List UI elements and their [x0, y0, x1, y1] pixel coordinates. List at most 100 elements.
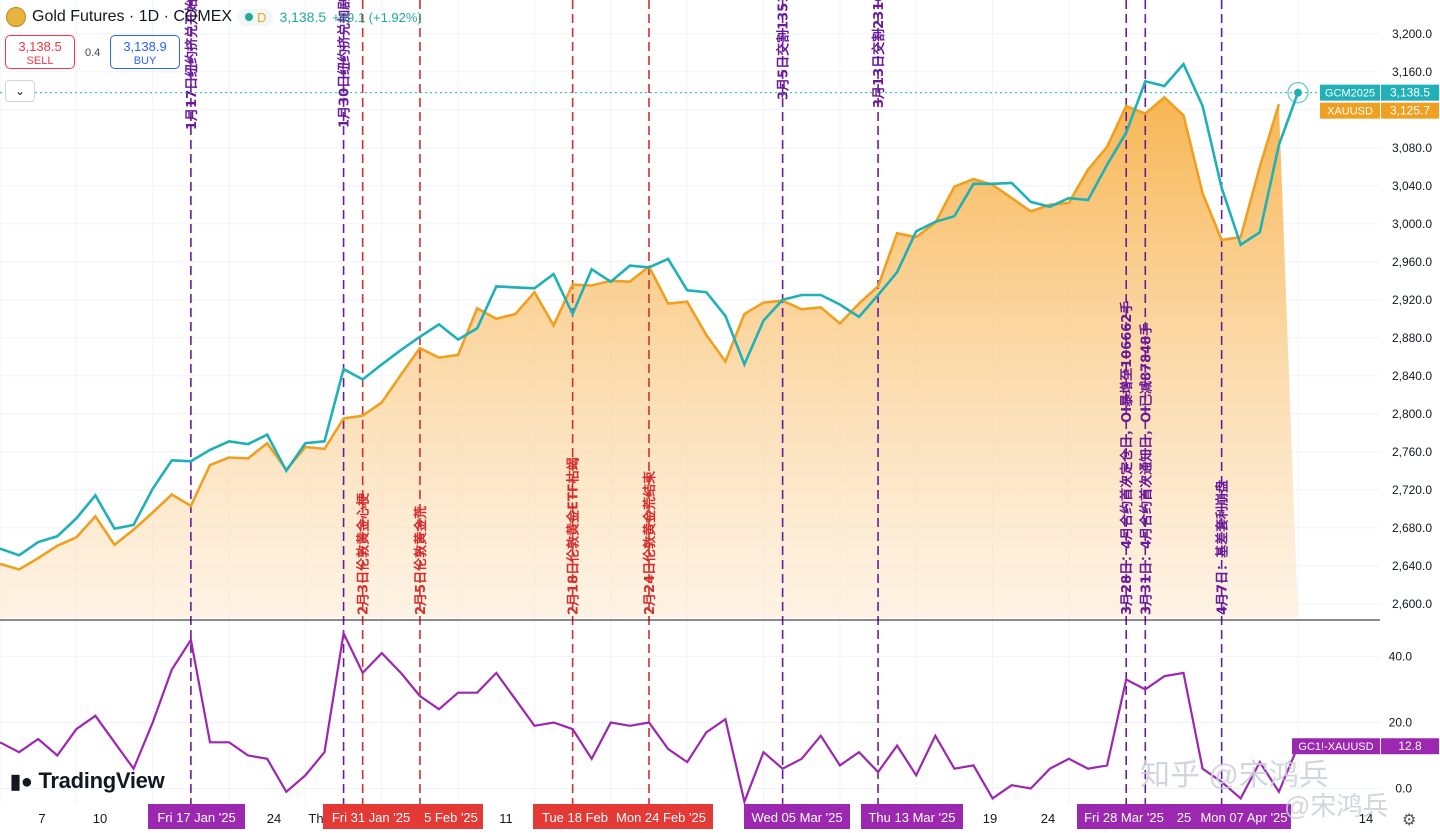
series-lines — [0, 61, 1380, 806]
x-tick-label: 14 — [1359, 811, 1373, 826]
date-badge-label: Mon 07 Apr '25 — [1200, 810, 1287, 825]
date-badge — [419, 804, 483, 829]
date-badge-label: Fri 31 Jan '25 — [332, 810, 410, 825]
date-badge — [323, 804, 419, 829]
price-tick-label: 3,000.0 — [1392, 217, 1432, 231]
series-price-tag — [1381, 102, 1439, 119]
chart-header: Gold Futures · 1D · COMEX D 3,138.5 +59.… — [6, 6, 422, 28]
date-badge — [148, 804, 245, 829]
series-name-label: GCM2025 — [1325, 88, 1375, 100]
event-label: 2月18日伦敦黄金ETF枯竭 — [566, 457, 582, 615]
series-price-tag — [1381, 738, 1439, 755]
spread-tick-label: 20.0 — [1389, 715, 1413, 729]
price-tick-label: 2,640.0 — [1392, 559, 1432, 573]
tradingview-logo[interactable]: ▮● TradingView — [10, 768, 165, 794]
xauusd-line — [0, 95, 1281, 571]
x-tick-label: 11 — [499, 811, 513, 826]
price-tick-label: 2,800.0 — [1392, 407, 1432, 421]
price-tick-label: 3,080.0 — [1392, 141, 1432, 155]
date-badge-label: 25 — [1177, 810, 1191, 825]
date-badge — [861, 804, 963, 829]
tv-mark-icon: ▮● — [10, 771, 33, 793]
series-name-tag — [1292, 738, 1380, 755]
sell-price: 3,138.5 — [18, 39, 62, 54]
price-tick-label: 2,840.0 — [1392, 369, 1432, 383]
price-tick-label: 2,600.0 — [1392, 597, 1432, 611]
price-tick-label: 3,040.0 — [1392, 179, 1432, 193]
sell-label: SELL — [26, 55, 54, 67]
gold-logo-icon — [6, 7, 26, 27]
settings-gear-icon[interactable]: ⚙ — [1402, 812, 1417, 829]
event-label: 1月30日纽约挤兑加剧 — [337, 0, 353, 128]
event-label: 2月3日伦敦黄金心梗 — [356, 492, 372, 615]
price-tick-label: 2,920.0 — [1392, 293, 1432, 307]
price-tick-label: 2,680.0 — [1392, 521, 1432, 535]
date-badge — [1171, 804, 1197, 829]
badge-label: D — [257, 9, 267, 25]
x-tick-label: Th — [308, 811, 323, 826]
date-badge-label: 5 Feb '25 — [424, 810, 478, 825]
watermark-secondary: @宋鸿兵 — [1284, 791, 1389, 821]
spread-line — [0, 629, 1300, 806]
date-badge-label: Thu 13 Mar '25 — [868, 810, 955, 825]
event-label: 1月17日纽约挤兑开始 — [184, 0, 200, 130]
x-tick-label: 19 — [983, 811, 997, 826]
spread-tick-label: 40.0 — [1389, 649, 1413, 663]
series-price-label: 3,138.5 — [1390, 86, 1430, 100]
date-badge — [1197, 804, 1291, 829]
last-price: 3,138.5 — [279, 9, 327, 25]
axis-labels: 3,200.03,160.03,120.03,080.03,040.03,000… — [38, 27, 1439, 829]
event-label: 2月5日伦敦黄金荒 — [413, 506, 429, 615]
series-name-tag — [1320, 84, 1380, 101]
last-price-marker — [1294, 88, 1302, 97]
date-badge — [609, 804, 713, 829]
price-change: +59.1 (+1.92%) — [332, 9, 422, 25]
buy-button[interactable]: 3,138.9 BUY — [110, 35, 180, 69]
date-badge — [1077, 804, 1171, 829]
status-dot-icon — [245, 13, 254, 21]
price-tick-label: 2,720.0 — [1392, 483, 1432, 497]
date-badge-label: Fri 28 Mar '25 — [1084, 810, 1164, 825]
last-price-halo — [1287, 81, 1309, 104]
event-label: 2月24日伦敦黄金荒结束 — [642, 470, 658, 615]
price-tick-label: 3,160.0 — [1392, 65, 1432, 79]
series-name-tag — [1320, 102, 1380, 119]
date-badge — [744, 804, 850, 829]
x-tick-label: 24 — [267, 811, 281, 826]
event-label: 3月5日交割1351 — [776, 0, 792, 100]
x-tick-label: 7 — [38, 811, 45, 826]
x-tick-label: 24 — [1041, 811, 1055, 826]
series-price-tag — [1381, 84, 1439, 101]
date-badge-label: Wed 05 Mar '25 — [751, 810, 842, 825]
date-badge-label: Fri 17 Jan '25 — [157, 810, 235, 825]
buy-label: BUY — [133, 55, 157, 67]
date-badge — [533, 804, 617, 829]
event-lines: 1月17日纽约挤兑开始 1月30日纽约挤兑加剧 2月3日伦敦黄金心梗 2月5日伦敦黄金… — [184, 0, 1231, 805]
date-badge-label: Mon 24 Feb '25 — [616, 810, 706, 825]
event-label: 3月28日：4月合约首次定仓日，OI暴增至106662手 — [1119, 301, 1135, 615]
spread-value: 0.4 — [85, 47, 101, 59]
series-price-label: 3,125.7 — [1390, 104, 1430, 118]
collapse-chevron-icon[interactable]: ⌄ — [5, 80, 35, 102]
buy-price: 3,138.9 — [123, 39, 167, 54]
series-name-label: XAUUSD — [1327, 106, 1373, 118]
sell-button[interactable]: 3,138.5 SELL — [5, 35, 75, 69]
price-tick-label: 2,880.0 — [1392, 331, 1432, 345]
date-badge-label: Tue 18 Feb — [542, 810, 608, 825]
watermark: 知乎 @宋鸿兵 — [1140, 759, 1329, 792]
event-label: 3月13日交割2310 — [871, 0, 887, 108]
event-label: 4月7日：基差套利崩盘 — [1215, 480, 1231, 615]
price-tick-label: 2,960.0 — [1392, 255, 1432, 269]
series-name-label: GC1!-XAUUSD — [1298, 741, 1373, 753]
tradingview-label: TradingView — [38, 768, 165, 793]
price-tick-label: 2,760.0 — [1392, 445, 1432, 459]
symbol-title[interactable]: Gold Futures · 1D · COMEX — [32, 8, 233, 25]
series-price-label: 12.8 — [1398, 739, 1422, 753]
gcm2025-line — [0, 61, 1300, 557]
price-tick-label: 3,200.0 — [1392, 27, 1432, 41]
spread-tick-label: 0.0 — [1395, 781, 1412, 795]
x-tick-label: 10 — [93, 811, 107, 826]
event-label: 3月31日：4月合约首次通知日，OI已减87848手 — [1138, 323, 1154, 615]
delayed-badge[interactable]: D — [238, 8, 274, 26]
